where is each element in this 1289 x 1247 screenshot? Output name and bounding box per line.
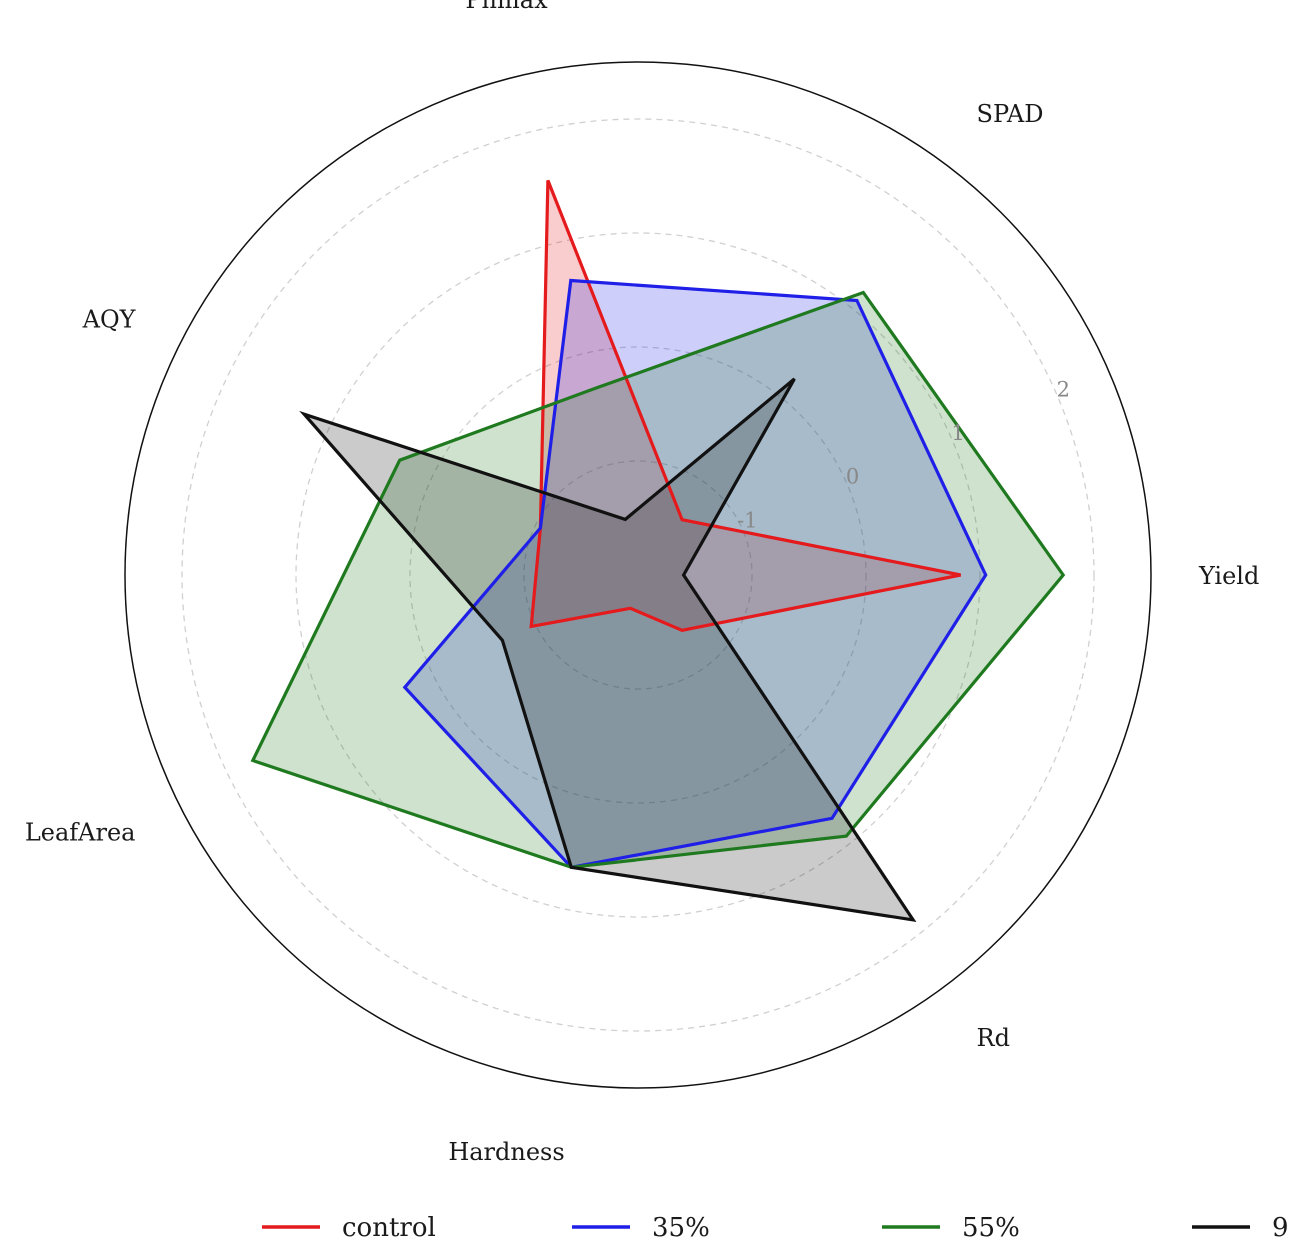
radar-grid bbox=[181, 118, 1095, 1032]
series-line-2 bbox=[250, 290, 1066, 869]
series-fill-3 bbox=[304, 378, 914, 920]
axis-label-rd: Rd bbox=[977, 1024, 1010, 1052]
legend-label: 90% bbox=[1272, 1213, 1289, 1243]
series-line-0 bbox=[529, 179, 961, 632]
axis-labels: Yield SPAD Pnmax AQY LeafArea Hardness Rd bbox=[25, 0, 1260, 1166]
series-fill-0 bbox=[531, 180, 961, 631]
series-fill-1 bbox=[404, 280, 986, 868]
axis-label-spad: SPAD bbox=[977, 100, 1044, 128]
radial-tick-label: 2 bbox=[1057, 378, 1070, 402]
series-line-3 bbox=[299, 377, 917, 923]
grid-circle bbox=[523, 460, 753, 690]
axis-label-hardness: Hardness bbox=[448, 1138, 564, 1166]
outer-circle bbox=[124, 61, 1152, 1089]
axis-label-leafarea: LeafArea bbox=[25, 818, 136, 846]
series-lines bbox=[250, 179, 1066, 923]
radial-tick-label: -1 bbox=[737, 508, 757, 532]
legend-label: control bbox=[342, 1213, 436, 1243]
axis-label-yield: Yield bbox=[1198, 562, 1259, 590]
radial-tick-labels: -1 0 1 2 bbox=[737, 378, 1070, 533]
radar-frame bbox=[124, 61, 1152, 1089]
legend-label: 55% bbox=[962, 1213, 1020, 1243]
legend: control 35% 55% 90% bbox=[262, 1213, 1289, 1243]
axis-label-pnmax: Pnmax bbox=[465, 0, 548, 14]
axis-label-aqy: AQY bbox=[82, 306, 137, 334]
grid-circle bbox=[181, 118, 1095, 1032]
legend-label: 35% bbox=[652, 1213, 710, 1243]
grid-circle bbox=[295, 232, 981, 918]
radial-tick-label: 0 bbox=[846, 465, 859, 489]
grid-circle bbox=[409, 346, 867, 804]
series-fill-2 bbox=[252, 292, 1064, 868]
radial-tick-label: 1 bbox=[951, 421, 964, 445]
series-fills bbox=[252, 180, 1064, 920]
